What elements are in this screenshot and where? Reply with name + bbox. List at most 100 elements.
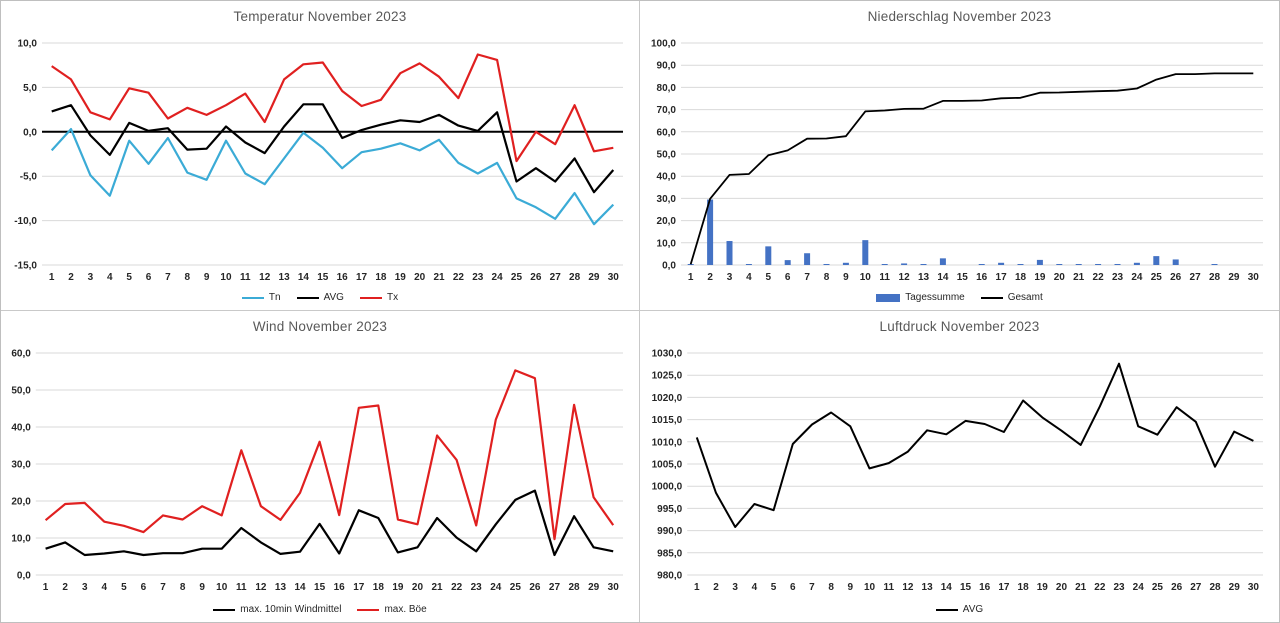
legend-line-swatch: [357, 608, 380, 611]
y-tick-label: 1030,0: [652, 349, 683, 360]
x-tick-label: 28: [569, 582, 581, 593]
x-tick-label: 29: [1228, 272, 1240, 283]
x-tick-label: 14: [298, 272, 310, 283]
x-tick-label: 4: [102, 582, 108, 593]
x-tick-label: 3: [82, 582, 88, 593]
x-tick-label: 30: [608, 582, 620, 593]
x-tick-label: 16: [334, 582, 346, 593]
x-tick-label: 6: [146, 272, 152, 283]
y-tick-labels: 0,0 10,0 20,0 30,0 40,0 50,0 60,0: [11, 349, 31, 582]
x-tick-label: 25: [1151, 272, 1163, 283]
x-tick-label: 1: [694, 582, 700, 593]
y-gridlines: [681, 42, 1263, 266]
x-tick-label: 17: [353, 582, 365, 593]
x-tick-label: 8: [184, 272, 190, 283]
x-tick-label: 8: [828, 582, 834, 593]
y-tick-label: 1010,0: [652, 437, 683, 448]
x-tick-label: 9: [843, 272, 849, 283]
y-tick-label: 60,0: [11, 349, 31, 360]
y-tick-labels: 0,0 10,0 20,0 30,0 40,0 50,0 60,0 70,0 80,0 90,0 1…: [651, 39, 676, 272]
y-tick-label: 40,0: [657, 172, 677, 183]
chart-title-temperature: Temperatur November 2023: [233, 9, 407, 24]
legend-label: AVG: [962, 604, 984, 615]
legend-label: Tx: [386, 292, 399, 303]
x-tick-label: 13: [918, 272, 930, 283]
x-tick-label: 10: [216, 582, 228, 593]
series-line-Tn: [50, 128, 615, 226]
x-tick-label: 2: [713, 582, 719, 593]
legend-item-max. 10min Windmittel: max. 10min Windmittel: [213, 604, 341, 615]
temperature-chart-panel: -15,0 -10,0 -5,0 0,0 5,0 10,0 1 2 3 4 5 6 7 8 9 10 11 12 1…: [1, 1, 640, 311]
bar-day-23: [1114, 264, 1121, 265]
x-tick-label: 19: [1037, 582, 1049, 593]
x-tick-label: 24: [492, 272, 504, 283]
x-tick-label: 19: [395, 272, 407, 283]
x-tick-label: 27: [1190, 272, 1202, 283]
x-tick-label: 11: [240, 272, 251, 283]
x-tick-label: 28: [1209, 272, 1221, 283]
legend-line-swatch: [296, 296, 319, 299]
x-tick-label: 27: [550, 272, 562, 283]
bar-day-26: [1172, 259, 1179, 265]
legend-wind: max. 10min Windmittel max. Böe: [1, 604, 639, 615]
x-tick-label: 16: [337, 272, 349, 283]
legend-line-swatch: [241, 296, 264, 299]
x-tick-label: 21: [433, 272, 445, 283]
legend-label: Gesamt: [1007, 292, 1043, 303]
x-tick-label: 7: [809, 582, 815, 593]
y-tick-label: 60,0: [657, 127, 677, 138]
bar-day-11: [881, 264, 888, 265]
legend-label: Tn: [268, 292, 281, 303]
series-line-AVG: [695, 362, 1254, 528]
precipitation-chart-panel: 0,0 10,0 20,0 30,0 40,0 50,0 60,0 70,0 80,0 90,0 1…: [640, 1, 1279, 311]
x-tick-label: 22: [1093, 272, 1105, 283]
bar-day-17: [998, 262, 1005, 265]
bar-day-5: [765, 246, 772, 265]
x-tick-label: 20: [1054, 272, 1066, 283]
x-tick-label: 4: [752, 582, 758, 593]
bar-day-14: [939, 258, 946, 265]
bar-day-13: [920, 264, 927, 265]
y-tick-label: 10,0: [657, 238, 677, 249]
x-tick-label: 20: [414, 272, 426, 283]
x-tick-labels: 1 2 3 4 5 6 7 8 9 10 11 12 13 14 15 16 17 18 19 20 21 22 23 24 2…: [43, 582, 619, 593]
x-tick-label: 6: [790, 582, 796, 593]
x-tick-label: 21: [431, 582, 443, 593]
series-line-Tx: [51, 53, 614, 163]
x-tick-label: 21: [1075, 582, 1087, 593]
x-tick-labels: 1 2 3 4 5 6 7 8 9 10 11 12 13 14 15 16 17 18 19 20 21 22 23 24 2…: [694, 582, 1259, 593]
x-tick-label: 22: [451, 582, 463, 593]
y-tick-label: -15,0: [14, 261, 37, 272]
legend-label: max. Böe: [384, 604, 427, 615]
x-tick-label: 24: [490, 582, 502, 593]
x-tick-label: 23: [1112, 272, 1124, 283]
y-tick-label: 1000,0: [652, 482, 683, 493]
y-tick-label: 995,0: [657, 504, 682, 515]
bar-day-21: [1075, 264, 1082, 265]
bar-day-19: [1036, 259, 1043, 265]
x-tick-label: 30: [1248, 272, 1260, 283]
y-tick-label: 40,0: [11, 423, 31, 434]
x-tick-label: 26: [529, 582, 541, 593]
x-tick-label: 18: [375, 272, 387, 283]
x-tick-label: 5: [126, 272, 132, 283]
x-tick-labels: 1 2 3 4 5 6 7 8 9 10 11 12 13 14 15 16 17 18 19 20 21 22 23 24 2…: [49, 272, 619, 283]
x-tick-label: 25: [511, 272, 523, 283]
x-tick-label: 3: [727, 272, 733, 283]
legend-item-Tn: Tn: [241, 292, 281, 303]
x-tick-label: 22: [453, 272, 465, 283]
wind-chart-panel: 0,0 10,0 20,0 30,0 40,0 50,0 60,0 1 2 3 4 5 6 7 8 9 10 11…: [1, 311, 640, 622]
x-tick-label: 12: [899, 272, 911, 283]
x-tick-label: 27: [549, 582, 561, 593]
y-tick-label: 20,0: [11, 497, 31, 508]
x-tick-label: 28: [1209, 582, 1221, 593]
x-tick-label: 19: [1034, 272, 1046, 283]
y-tick-label: 50,0: [657, 150, 677, 161]
bar-day-9: [842, 262, 849, 265]
y-gridlines: [687, 352, 1263, 576]
y-tick-label: 0,0: [17, 571, 31, 582]
chart-title-precipitation: Niederschlag November 2023: [867, 9, 1052, 24]
x-tick-label: 26: [530, 272, 542, 283]
x-tick-labels: 1 2 3 4 5 6 7 8 9 10 11 12 13 14 15 16 17 18 19 20 21 22 23 24 2…: [688, 272, 1259, 283]
x-tick-label: 18: [1018, 582, 1030, 593]
